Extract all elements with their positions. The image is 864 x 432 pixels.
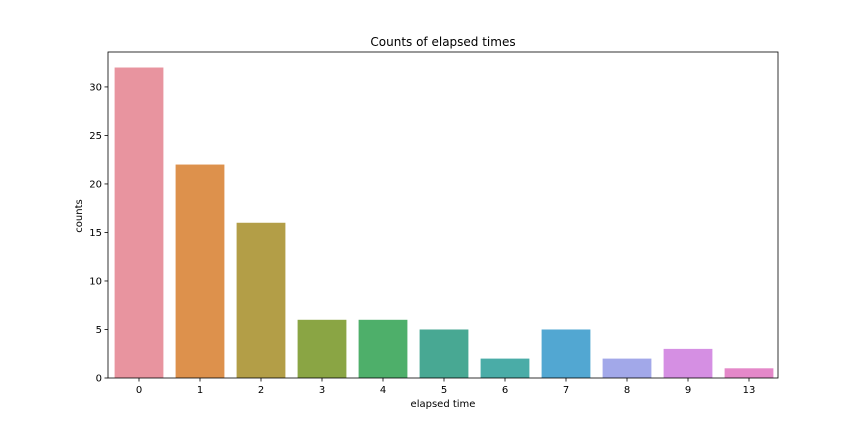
y-tick-label: 30 [89, 82, 102, 93]
bar-5 [419, 329, 469, 378]
bar-2 [236, 222, 286, 378]
bar-7 [541, 329, 591, 378]
y-tick-label: 10 [89, 276, 102, 287]
x-tick-label: 2 [258, 385, 264, 396]
bar-1 [175, 164, 225, 378]
y-tick-label: 0 [96, 374, 102, 385]
x-tick-label: 6 [502, 385, 508, 396]
x-tick-label: 4 [380, 385, 386, 396]
bar-0 [114, 67, 164, 379]
y-tick-label: 15 [89, 228, 102, 239]
bar-9 [663, 348, 713, 378]
x-tick-label: 1 [197, 385, 203, 396]
bar-13 [724, 368, 774, 378]
x-tick-label: 9 [685, 385, 691, 396]
x-tick-label: 7 [563, 385, 569, 396]
bar-3 [297, 319, 347, 378]
y-tick-label: 20 [89, 179, 102, 190]
y-tick-label: 5 [96, 325, 102, 336]
x-tick-label: 5 [441, 385, 447, 396]
plot-frame [107, 51, 779, 379]
x-tick-label: 8 [624, 385, 630, 396]
x-axis: 0 1 2 3 4 5 6 7 8 9 13 [136, 378, 756, 396]
bars-group [114, 67, 774, 379]
x-tick-label: 13 [743, 385, 756, 396]
bar-8 [602, 358, 652, 378]
chart-title: Counts of elapsed times [370, 35, 515, 49]
y-axis: 0 5 10 15 20 25 30 [89, 82, 108, 385]
x-tick-label: 0 [136, 385, 142, 396]
x-tick-label: 3 [319, 385, 325, 396]
bar-6 [480, 358, 530, 378]
y-tick-label: 25 [89, 131, 102, 142]
y-axis-label: counts [74, 199, 85, 232]
x-axis-label: elapsed time [411, 399, 476, 410]
bar-4 [358, 319, 408, 378]
